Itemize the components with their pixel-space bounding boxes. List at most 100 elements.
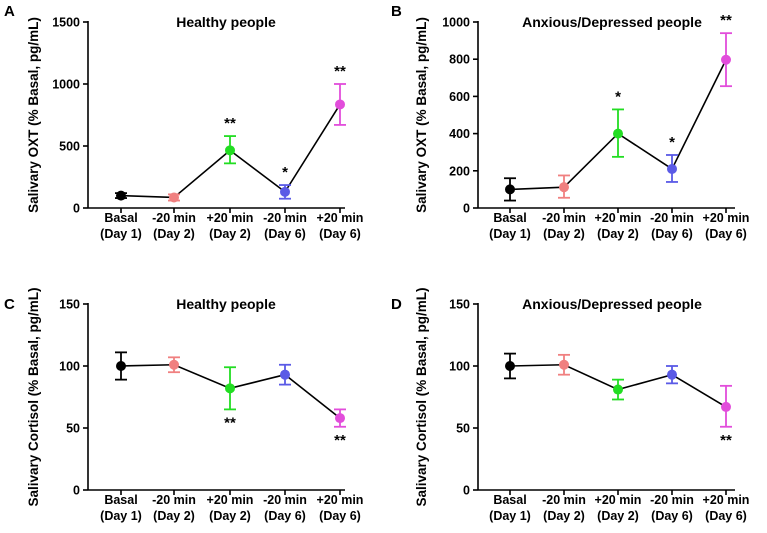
x-tick-label: +20 min (317, 211, 364, 225)
y-axis-label: Salivary OXT (% Basal, pg/mL) (414, 17, 429, 213)
data-point (721, 401, 731, 412)
x-tick-label-day: (Day 1) (100, 509, 142, 523)
y-tick-label: 200 (449, 164, 470, 178)
x-tick-label-day: (Day 6) (651, 509, 693, 523)
y-axis-label: Salivary Cortisol (% Basal, pg/mL) (414, 287, 429, 506)
panel-letter: D (391, 296, 402, 313)
data-point (667, 369, 677, 380)
x-tick-label: -20 min (542, 493, 586, 507)
data-point (335, 99, 345, 110)
data-point (335, 413, 345, 424)
data-point (169, 359, 179, 370)
x-tick-label-day: (Day 1) (489, 227, 531, 241)
y-tick-label: 1500 (52, 16, 80, 30)
y-tick-label: 800 (449, 53, 470, 67)
y-axis-label: Salivary OXT (% Basal, pg/mL) (26, 17, 41, 213)
x-tick-label-day: (Day 2) (209, 509, 251, 523)
y-tick-label: 50 (66, 422, 80, 436)
data-point (225, 383, 235, 394)
significance-marker: ** (334, 63, 346, 80)
panel-c: C Healthy people Salivary Cortisol (% Basa… (4, 287, 363, 523)
x-tick-label: -20 min (152, 211, 196, 225)
x-tick-label-day: (Day 2) (209, 227, 251, 241)
x-tick-label: Basal (104, 493, 137, 507)
x-tick-label: +20 min (703, 493, 750, 507)
y-tick-label: 400 (449, 127, 470, 141)
x-tick-label: Basal (493, 493, 526, 507)
x-tick-label-day: (Day 2) (543, 509, 585, 523)
significance-marker: * (282, 164, 288, 181)
panel-a: A Healthy people Salivary OXT (% Basal, pg… (4, 3, 363, 241)
y-tick-label: 500 (59, 140, 80, 154)
data-point (280, 186, 290, 197)
chart-title: Anxious/Depressed people (522, 14, 702, 30)
x-tick-label-day: (Day 6) (705, 509, 747, 523)
x-tick-label-day: (Day 2) (597, 227, 639, 241)
data-point (505, 184, 515, 195)
y-tick-label: 150 (449, 298, 470, 312)
x-tick-label-day: (Day 6) (705, 227, 747, 241)
data-point (169, 192, 179, 203)
x-tick-label: +20 min (595, 493, 642, 507)
chart-title: Healthy people (176, 296, 276, 312)
x-tick-label-day: (Day 2) (597, 509, 639, 523)
data-point (505, 361, 515, 371)
x-tick-label-day: (Day 2) (153, 227, 195, 241)
y-tick-label: 0 (463, 202, 470, 216)
data-point (721, 54, 731, 65)
x-tick-label: -20 min (542, 211, 586, 225)
x-tick-label-day: (Day 1) (100, 227, 142, 241)
panel-b: B Anxious/Depressed people Salivary OXT (%… (391, 3, 749, 241)
x-tick-label: -20 min (263, 211, 307, 225)
x-tick-label-day: (Day 1) (489, 509, 531, 523)
significance-marker: ** (720, 432, 732, 449)
y-tick-label: 1000 (442, 16, 470, 30)
x-tick-label-day: (Day 6) (651, 227, 693, 241)
x-tick-label: Basal (493, 211, 526, 225)
data-point (613, 128, 623, 139)
data-point (613, 384, 623, 395)
data-point (116, 361, 126, 371)
x-tick-label: -20 min (650, 211, 694, 225)
x-tick-label: Basal (104, 211, 137, 225)
significance-marker: ** (224, 115, 236, 132)
x-tick-label-day: (Day 2) (153, 509, 195, 523)
x-tick-label-day: (Day 6) (319, 227, 361, 241)
chart-title: Anxious/Depressed people (522, 296, 702, 312)
x-tick-label: -20 min (152, 493, 196, 507)
data-point (559, 182, 569, 193)
x-tick-label: +20 min (207, 493, 254, 507)
x-tick-label: +20 min (317, 493, 364, 507)
x-tick-label: -20 min (650, 493, 694, 507)
significance-marker: * (615, 88, 621, 105)
data-point (225, 145, 235, 156)
panel-letter: C (4, 296, 15, 313)
y-tick-label: 600 (449, 90, 470, 104)
panel-letter: A (4, 3, 15, 20)
x-tick-label: +20 min (207, 211, 254, 225)
y-tick-label: 150 (59, 298, 80, 312)
y-tick-label: 0 (463, 484, 470, 498)
y-tick-label: 50 (456, 422, 470, 436)
panel-d: D Anxious/Depressed people Salivary Cortis… (391, 287, 749, 523)
data-point (116, 190, 126, 201)
x-tick-label: +20 min (703, 211, 750, 225)
x-tick-label-day: (Day 6) (319, 509, 361, 523)
significance-marker: * (669, 134, 675, 151)
significance-marker: ** (334, 432, 346, 449)
significance-marker: ** (224, 414, 236, 431)
x-tick-label: -20 min (263, 493, 307, 507)
x-tick-label-day: (Day 2) (543, 227, 585, 241)
x-tick-label: +20 min (595, 211, 642, 225)
data-point (667, 163, 677, 174)
y-tick-label: 100 (449, 360, 470, 374)
y-axis-label: Salivary Cortisol (% Basal, pg/mL) (26, 287, 41, 506)
x-tick-label-day: (Day 6) (264, 227, 306, 241)
chart-title: Healthy people (176, 14, 276, 30)
y-tick-label: 100 (59, 360, 80, 374)
significance-marker: ** (720, 12, 732, 29)
panel-letter: B (391, 3, 402, 20)
y-tick-label: 0 (73, 484, 80, 498)
y-tick-label: 0 (73, 202, 80, 216)
